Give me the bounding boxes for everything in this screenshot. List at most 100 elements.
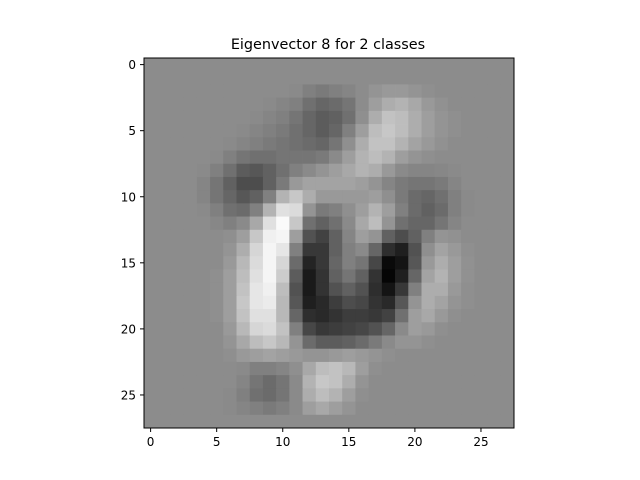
heatmap-cell — [461, 401, 475, 416]
heatmap-cell — [434, 150, 449, 165]
heatmap-cell — [236, 361, 251, 376]
heatmap-cell — [170, 309, 185, 323]
heatmap-cell — [474, 309, 488, 323]
heatmap-cell — [157, 58, 171, 72]
heatmap-cell — [421, 282, 436, 297]
heatmap-cell — [170, 137, 185, 151]
heatmap-cell — [474, 163, 488, 178]
heatmap-cell — [157, 110, 171, 125]
heatmap-cell — [500, 414, 515, 429]
heatmap-cell — [461, 176, 475, 191]
heatmap-cell — [381, 348, 396, 363]
heatmap-cell — [157, 295, 171, 310]
heatmap-cell — [381, 97, 396, 112]
heatmap-cell — [249, 256, 264, 270]
heatmap-cell — [249, 348, 264, 363]
heatmap-cell — [210, 110, 224, 125]
heatmap-cell — [170, 124, 185, 138]
heatmap-cell — [408, 150, 422, 165]
heatmap-cell — [474, 388, 488, 402]
heatmap-cell — [368, 124, 383, 138]
x-axis: 0 5 10 15 20 25 — [147, 428, 489, 449]
heatmap-cell — [447, 243, 462, 257]
heatmap-cell — [276, 203, 290, 217]
heatmap-cell — [395, 137, 409, 151]
heatmap-cell — [461, 375, 475, 389]
heatmap-cell — [342, 229, 356, 244]
heatmap-cell — [500, 243, 515, 257]
heatmap-cell — [408, 71, 422, 85]
heatmap-cell — [223, 124, 237, 138]
heatmap-cell — [487, 335, 502, 350]
heatmap-cell — [447, 176, 462, 191]
heatmap-cell — [355, 348, 370, 363]
heatmap-cell — [289, 282, 303, 297]
heatmap-cell — [262, 137, 277, 151]
heatmap-cell — [276, 282, 290, 297]
heatmap-cell — [315, 375, 330, 389]
heatmap-cell — [210, 256, 224, 270]
heatmap-cell — [355, 229, 370, 244]
heatmap-cell — [342, 401, 356, 416]
heatmap-cell — [474, 335, 488, 350]
heatmap-cell — [196, 322, 211, 336]
heatmap-cell — [421, 256, 436, 270]
heatmap-cell — [395, 375, 409, 389]
heatmap-cell — [395, 269, 409, 284]
heatmap-cell — [170, 150, 185, 165]
heatmap-cell — [487, 124, 502, 138]
heatmap-cell — [487, 243, 502, 257]
heatmap-cell — [500, 216, 515, 231]
heatmap-cell — [144, 216, 158, 231]
heatmap-cell — [262, 229, 277, 244]
heatmap-cell — [447, 401, 462, 416]
heatmap-cell — [461, 348, 475, 363]
heatmap-cell — [144, 203, 158, 217]
heatmap-cell — [500, 150, 515, 165]
heatmap-cell — [487, 71, 502, 85]
heatmap-cell — [262, 176, 277, 191]
heatmap-cell — [500, 282, 515, 297]
heatmap-cell — [276, 58, 290, 72]
heatmap-cell — [474, 361, 488, 376]
heatmap-cell — [447, 190, 462, 204]
heatmap-cell — [500, 176, 515, 191]
heatmap-cell — [487, 375, 502, 389]
x-tick-label: 15 — [341, 435, 356, 449]
heatmap-cell — [157, 361, 171, 376]
heatmap-cell — [408, 176, 422, 191]
heatmap-cell — [144, 295, 158, 310]
heatmap-cell — [381, 190, 396, 204]
heatmap-cell — [183, 414, 198, 429]
heatmap-cell — [210, 137, 224, 151]
heatmap-cell — [395, 110, 409, 125]
heatmap-cell — [183, 97, 198, 112]
heatmap-cell — [368, 361, 383, 376]
heatmap-cell — [355, 124, 370, 138]
heatmap-cell — [368, 243, 383, 257]
heatmap-cell — [196, 216, 211, 231]
heatmap-cell — [302, 97, 317, 112]
heatmap-cell — [395, 322, 409, 336]
heatmap-cell — [236, 375, 251, 389]
heatmap-cell — [157, 176, 171, 191]
heatmap-cell — [474, 269, 488, 284]
heatmap-cell — [355, 309, 370, 323]
heatmap-cell — [183, 124, 198, 138]
heatmap-cell — [210, 388, 224, 402]
heatmap-cell — [262, 163, 277, 178]
heatmap-cell — [183, 58, 198, 72]
heatmap-cell — [289, 97, 303, 112]
heatmap-cell — [368, 295, 383, 310]
heatmap-cell — [342, 216, 356, 231]
heatmap-cell — [381, 243, 396, 257]
heatmap-cell — [315, 229, 330, 244]
heatmap-cell — [329, 388, 343, 402]
heatmap-cell — [183, 150, 198, 165]
heatmap-cell — [500, 190, 515, 204]
heatmap-cell — [395, 124, 409, 138]
heatmap-cell — [474, 150, 488, 165]
heatmap-cell — [381, 216, 396, 231]
heatmap-cell — [249, 269, 264, 284]
heatmap-cell — [276, 150, 290, 165]
